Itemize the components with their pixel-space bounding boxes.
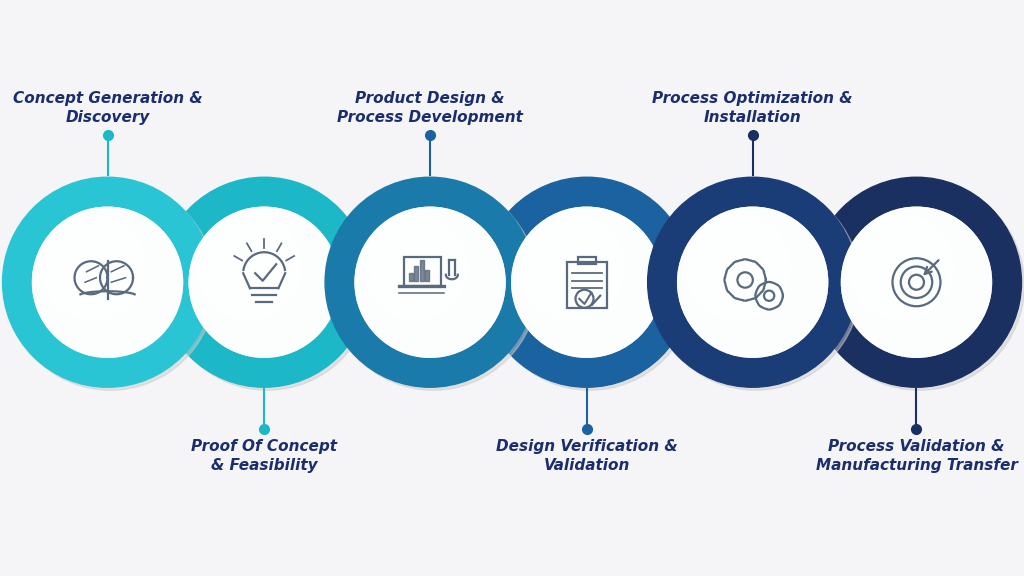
- Circle shape: [678, 207, 827, 357]
- Text: Process Optimization &
Installation: Process Optimization & Installation: [652, 91, 853, 125]
- Circle shape: [362, 215, 468, 320]
- Circle shape: [197, 215, 302, 320]
- Text: Proof Of Concept
& Feasibility: Proof Of Concept & Feasibility: [191, 439, 337, 473]
- Circle shape: [685, 215, 791, 320]
- Circle shape: [512, 207, 662, 357]
- Circle shape: [650, 180, 860, 391]
- Circle shape: [849, 215, 954, 320]
- Circle shape: [678, 207, 827, 357]
- Circle shape: [355, 207, 505, 357]
- Bar: [403, 257, 441, 286]
- Circle shape: [842, 207, 991, 357]
- Circle shape: [5, 180, 215, 391]
- Circle shape: [162, 180, 372, 391]
- Circle shape: [33, 207, 182, 357]
- Circle shape: [842, 207, 991, 357]
- Bar: [566, 262, 607, 309]
- Circle shape: [189, 207, 339, 357]
- Circle shape: [519, 215, 625, 320]
- Circle shape: [484, 180, 694, 391]
- Text: Product Design &
Process Development: Product Design & Process Development: [337, 91, 523, 125]
- Circle shape: [355, 207, 505, 357]
- Text: Design Verification &
Validation: Design Verification & Validation: [496, 439, 678, 473]
- Circle shape: [40, 215, 145, 320]
- Circle shape: [512, 207, 662, 357]
- Circle shape: [328, 180, 538, 391]
- Circle shape: [33, 207, 182, 357]
- Bar: [578, 257, 596, 264]
- Circle shape: [481, 177, 692, 387]
- Circle shape: [159, 177, 370, 387]
- Circle shape: [811, 177, 1022, 387]
- Circle shape: [325, 177, 536, 387]
- Circle shape: [647, 177, 858, 387]
- Circle shape: [814, 180, 1024, 391]
- Text: Process Validation &
Manufacturing Transfer: Process Validation & Manufacturing Trans…: [815, 439, 1018, 473]
- Circle shape: [189, 207, 339, 357]
- Circle shape: [2, 177, 213, 387]
- Text: Concept Generation &
Discovery: Concept Generation & Discovery: [12, 91, 203, 125]
